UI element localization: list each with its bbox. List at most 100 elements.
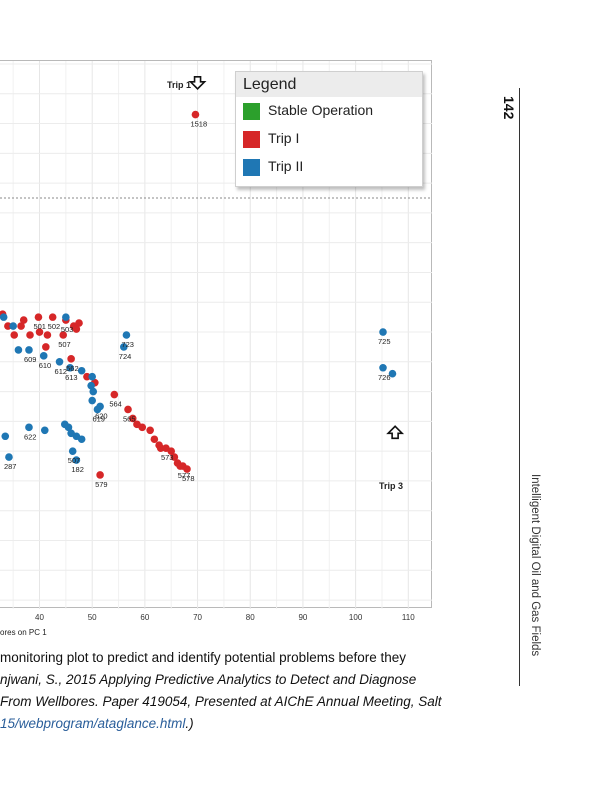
annotation-arrow-icon (188, 76, 207, 90)
x-tick-label: 110 (401, 613, 415, 622)
point-label: 609 (24, 355, 37, 364)
point-label: 287 (4, 462, 17, 471)
legend-swatch-blue (243, 159, 260, 176)
data-point (5, 453, 13, 461)
point-label: 723 (121, 340, 134, 349)
data-point (96, 471, 104, 479)
data-point (110, 390, 119, 399)
data-point (55, 358, 64, 366)
data-point (42, 343, 50, 351)
data-point (19, 316, 28, 324)
data-point (34, 313, 43, 321)
data-point (379, 363, 387, 372)
legend-label: Stable Operation (268, 102, 374, 118)
data-point (379, 328, 387, 336)
x-tick-label: 60 (140, 613, 150, 622)
point-label: 578 (182, 474, 195, 483)
point-label: 726 (378, 373, 391, 382)
data-point (138, 423, 147, 432)
legend-label: Trip II (268, 158, 304, 174)
point-label: 577 (178, 471, 191, 480)
data-point (59, 331, 68, 339)
caption-tail: .) (185, 716, 194, 731)
point-label: 502 (48, 322, 61, 331)
x-tick-label: 50 (87, 613, 97, 622)
annotation-trip-1: Trip 1 (166, 80, 191, 90)
data-point (87, 381, 95, 390)
x-tick-label: 80 (245, 613, 255, 622)
data-point (72, 456, 81, 464)
point-label: 724 (119, 352, 132, 361)
data-point (72, 325, 81, 333)
data-point (9, 322, 17, 330)
annotation-arrow-icon (386, 425, 405, 440)
x-tick-label: 90 (298, 613, 308, 622)
data-point (124, 405, 132, 414)
legend-item-trip-ii: Trip II (243, 157, 418, 179)
chart-legend: Legend Stable Operation Trip I Trip II (235, 71, 423, 187)
data-point (128, 414, 137, 423)
point-label: 613 (65, 373, 78, 382)
data-point (0, 313, 8, 321)
legend-label: Trip I (268, 130, 300, 146)
data-point (14, 346, 23, 354)
caption-line-1: monitoring plot to predict and identify … (0, 650, 406, 665)
data-point (83, 372, 91, 381)
data-point (10, 331, 19, 339)
point-label: 610 (39, 361, 52, 370)
data-point (77, 366, 86, 375)
point-label: 725 (378, 337, 391, 346)
data-point (150, 435, 159, 444)
data-point (43, 331, 52, 339)
data-point (67, 355, 75, 363)
point-label: 503 (61, 325, 74, 334)
x-tick-label: 70 (193, 613, 202, 622)
data-point (64, 423, 73, 432)
legend-item-stable-operation: Stable Operation (243, 101, 418, 123)
data-point (77, 435, 86, 444)
point-label: 622 (24, 432, 37, 441)
data-point (170, 453, 179, 461)
data-point (156, 444, 165, 452)
data-point (25, 346, 33, 354)
point-label: 562 (66, 364, 79, 373)
x-axis-label: ores on PC 1 (0, 628, 47, 637)
data-point (88, 372, 96, 381)
data-point (25, 423, 33, 432)
caption-line-2: njwani, S., 2015 Applying Predictive Ana… (0, 672, 417, 687)
x-tick-label: 40 (35, 613, 44, 622)
point-label: 612 (55, 367, 68, 376)
margin-rule (519, 88, 520, 686)
point-label: 564 (109, 400, 122, 409)
data-point (68, 447, 77, 455)
data-point (191, 110, 200, 119)
legend-swatch-red (243, 131, 260, 148)
x-tick-label: 100 (348, 613, 363, 622)
data-point (4, 322, 12, 330)
data-point (167, 447, 176, 455)
point-label: 1518 (190, 120, 207, 129)
data-point (62, 313, 70, 321)
point-label: 573 (161, 453, 174, 462)
point-label: 501 (33, 322, 46, 331)
data-point (183, 465, 191, 473)
point-label: 565 (123, 414, 136, 423)
point-label: 507 (58, 340, 71, 349)
data-point (40, 426, 49, 435)
point-label: 579 (95, 480, 108, 489)
running-head: Intelligent Digital Oil and Gas Fields (529, 474, 541, 657)
data-point (146, 426, 154, 435)
caption-line-3: From Wellbores. Paper 419054, Presented … (0, 694, 442, 709)
legend-item-trip-i: Trip I (243, 129, 418, 151)
data-point (17, 322, 25, 330)
data-point (35, 328, 44, 336)
data-point (26, 331, 34, 339)
data-point (388, 369, 397, 378)
legend-title: Legend (236, 72, 422, 97)
data-point (66, 363, 74, 372)
point-label: 507 (68, 456, 81, 465)
data-point (89, 387, 98, 396)
point-label: 182 (71, 465, 84, 474)
caption-link[interactable]: 15/webprogram/ataglance.html (0, 716, 186, 731)
data-point (120, 343, 128, 351)
